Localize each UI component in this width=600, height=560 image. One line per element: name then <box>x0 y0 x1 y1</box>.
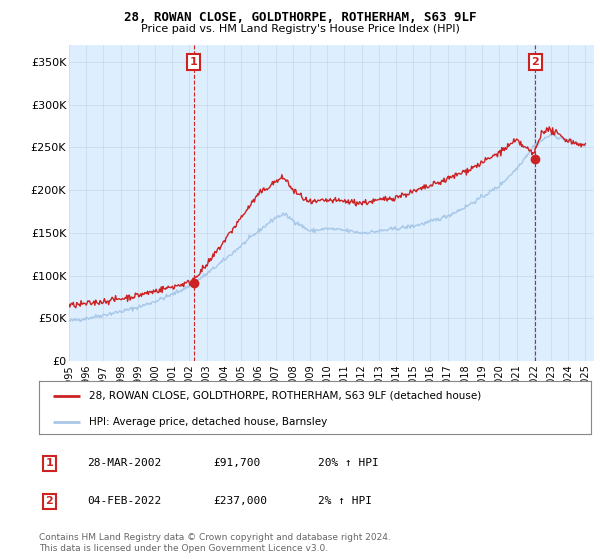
Text: £237,000: £237,000 <box>213 496 267 506</box>
Text: 28-MAR-2002: 28-MAR-2002 <box>87 458 161 468</box>
Text: 04-FEB-2022: 04-FEB-2022 <box>87 496 161 506</box>
Text: 28, ROWAN CLOSE, GOLDTHORPE, ROTHERHAM, S63 9LF: 28, ROWAN CLOSE, GOLDTHORPE, ROTHERHAM, … <box>124 11 476 24</box>
Text: Price paid vs. HM Land Registry's House Price Index (HPI): Price paid vs. HM Land Registry's House … <box>140 24 460 34</box>
Text: Contains HM Land Registry data © Crown copyright and database right 2024.
This d: Contains HM Land Registry data © Crown c… <box>39 533 391 553</box>
Text: 1: 1 <box>190 57 197 67</box>
Text: 2% ↑ HPI: 2% ↑ HPI <box>318 496 372 506</box>
Text: 20% ↑ HPI: 20% ↑ HPI <box>318 458 379 468</box>
Text: 2: 2 <box>46 496 53 506</box>
Text: 28, ROWAN CLOSE, GOLDTHORPE, ROTHERHAM, S63 9LF (detached house): 28, ROWAN CLOSE, GOLDTHORPE, ROTHERHAM, … <box>89 391 481 401</box>
Text: 1: 1 <box>46 458 53 468</box>
Text: HPI: Average price, detached house, Barnsley: HPI: Average price, detached house, Barn… <box>89 417 327 427</box>
Text: £91,700: £91,700 <box>213 458 260 468</box>
Text: 2: 2 <box>532 57 539 67</box>
